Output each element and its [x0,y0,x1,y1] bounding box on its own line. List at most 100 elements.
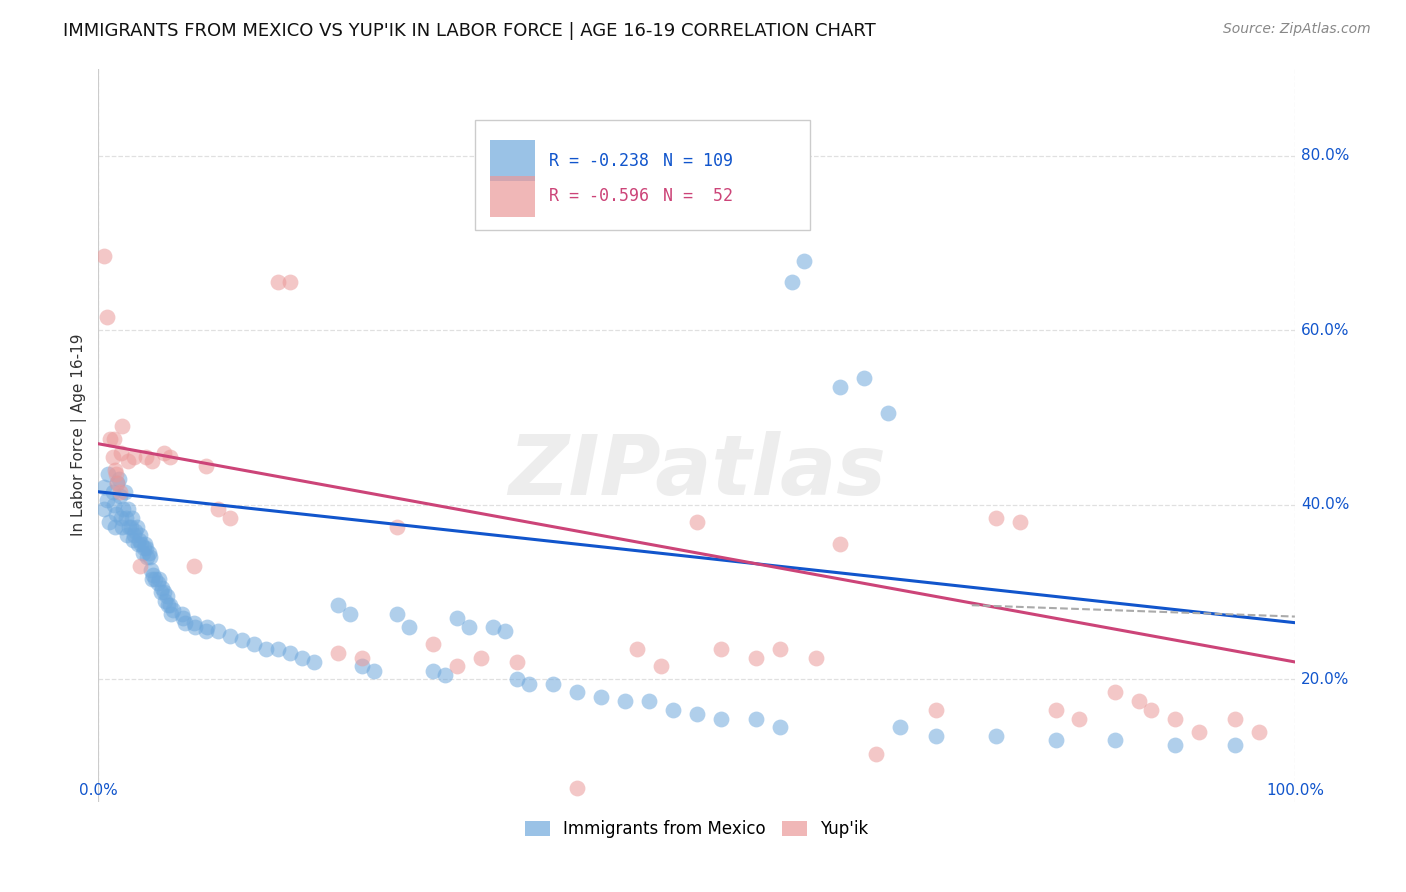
FancyBboxPatch shape [475,120,810,230]
Point [153,585,176,599]
Point [685,707,707,722]
Point [984,511,1007,525]
Point [93,502,115,516]
Point [853,371,876,385]
Point [127,537,149,551]
Point [685,516,707,530]
Point [782,276,804,290]
Text: Source: ZipAtlas.com: Source: ZipAtlas.com [1223,22,1371,37]
Point [142,567,165,582]
Point [103,498,125,512]
FancyBboxPatch shape [489,140,536,181]
Point [117,454,139,468]
Point [111,519,134,533]
Point [105,467,128,482]
Point [422,638,444,652]
Point [865,747,887,761]
Point [141,572,163,586]
Point [108,484,131,499]
Text: R = -0.238: R = -0.238 [550,152,650,169]
Point [93,480,115,494]
Point [1140,703,1163,717]
Point [108,489,131,503]
Point [97,467,120,482]
Point [122,533,145,547]
Point [207,624,229,639]
Point [117,502,139,516]
Point [709,712,731,726]
Point [149,585,172,599]
Point [134,537,156,551]
Point [387,519,409,533]
Point [150,581,173,595]
Point [589,690,612,704]
Point [278,646,301,660]
Point [101,484,124,499]
Point [104,463,127,477]
Point [1069,712,1091,726]
Point [98,516,121,530]
Point [118,519,141,533]
Point [506,673,529,687]
Point [661,703,683,717]
Point [129,528,152,542]
Point [138,546,160,560]
Text: N = 109: N = 109 [664,152,733,169]
Point [162,602,184,616]
Point [98,433,121,447]
Point [1164,712,1187,726]
Point [398,620,420,634]
Text: R = -0.596: R = -0.596 [550,187,650,205]
Point [115,528,138,542]
Point [494,624,516,639]
Point [120,519,142,533]
Point [148,576,170,591]
Point [434,668,457,682]
Point [326,646,349,660]
Point [172,607,194,621]
Point [1104,733,1126,747]
Point [1008,516,1031,530]
Legend: Immigrants from Mexico, Yup'ik: Immigrants from Mexico, Yup'ik [517,814,876,845]
Point [219,629,242,643]
Text: 20.0%: 20.0% [1301,672,1350,687]
Point [96,493,118,508]
Point [541,677,564,691]
Point [458,620,481,634]
Point [131,546,153,560]
Point [793,253,815,268]
Point [148,572,170,586]
Point [339,607,361,621]
Point [155,590,177,604]
Point [925,703,948,717]
Point [183,615,205,630]
Point [637,694,659,708]
Point [745,712,768,726]
Point [1223,738,1246,752]
Point [925,729,948,743]
Point [254,641,277,656]
Point [709,641,731,656]
Point [482,620,505,634]
Point [302,655,325,669]
Y-axis label: In Labor Force | Age 16-19: In Labor Force | Age 16-19 [72,334,87,536]
Point [124,524,146,538]
Point [132,541,155,556]
Text: IMMIGRANTS FROM MEXICO VS YUP'IK IN LABOR FORCE | AGE 16-19 CORRELATION CHART: IMMIGRANTS FROM MEXICO VS YUP'IK IN LABO… [63,22,876,40]
Point [1104,685,1126,699]
Point [183,558,205,573]
Point [1045,703,1067,717]
Point [155,594,177,608]
Point [326,598,349,612]
Text: 80.0%: 80.0% [1301,148,1350,163]
Point [195,624,218,639]
Point [110,445,132,459]
Point [195,458,218,473]
Point [96,310,118,325]
Text: 100.0%: 100.0% [1265,783,1324,798]
Point [105,507,128,521]
Point [172,611,194,625]
Point [830,380,852,394]
Point [830,537,852,551]
Text: 40.0%: 40.0% [1301,498,1350,512]
